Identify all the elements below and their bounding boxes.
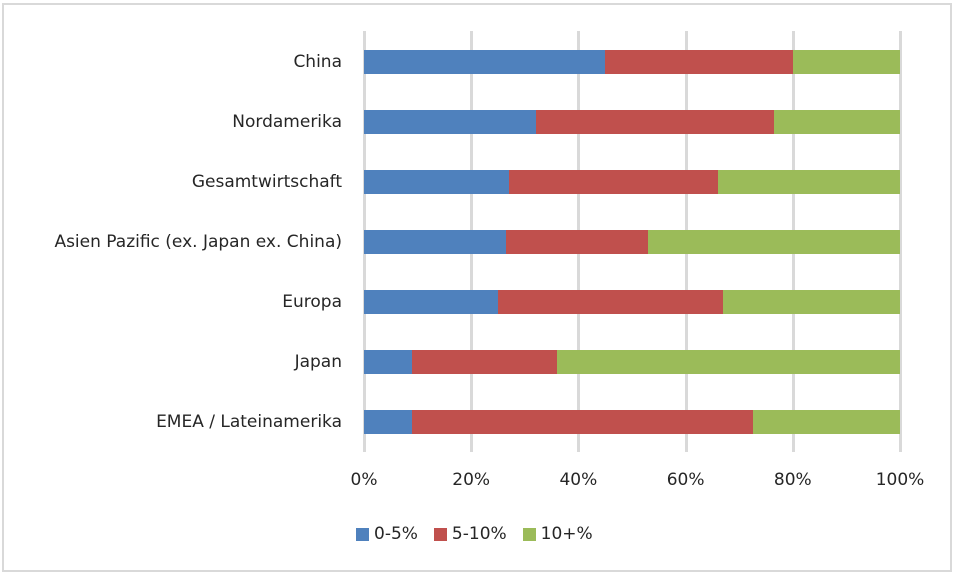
bar-segment-5-10% xyxy=(508,170,718,194)
legend-label: 10+% xyxy=(540,524,593,544)
tick-label: 60% xyxy=(666,470,705,490)
bar-segment-5-10% xyxy=(605,50,793,74)
legend: 0-5% 5-10% 10+% xyxy=(356,524,609,544)
bar-segment-0-5% xyxy=(364,110,536,134)
legend-label: 5-10% xyxy=(451,524,507,544)
bar-segment-10+% xyxy=(648,230,900,254)
tick-label: 80% xyxy=(773,470,812,490)
bar-segment-10+% xyxy=(774,110,900,134)
category-label: Japan xyxy=(294,352,342,372)
bar-segment-5-10% xyxy=(498,290,724,314)
bar-segment-0-5% xyxy=(364,170,509,194)
plot-area xyxy=(363,31,902,452)
legend-swatch-icon xyxy=(433,527,447,541)
bar-row xyxy=(364,110,900,134)
bar-row xyxy=(364,50,900,74)
category-label: EMEA / Lateinamerika xyxy=(156,412,342,432)
bar-segment-0-5% xyxy=(364,230,507,254)
category-label: Gesamtwirtschaft xyxy=(191,172,342,192)
bar-row xyxy=(364,350,900,374)
gridline xyxy=(899,31,902,452)
category-label: Nordamerika xyxy=(232,112,342,132)
legend-label: 0-5% xyxy=(374,524,418,544)
legend-item: 0-5% xyxy=(356,524,418,544)
bar-row xyxy=(364,230,900,254)
bar-segment-5-10% xyxy=(535,110,775,134)
bar-row xyxy=(364,170,900,194)
bar-segment-0-5% xyxy=(364,350,413,374)
bar-segment-0-5% xyxy=(364,410,413,434)
bar-segment-0-5% xyxy=(364,290,498,314)
tick-label: 40% xyxy=(559,470,598,490)
tick-label: 20% xyxy=(452,470,491,490)
legend-item: 5-10% xyxy=(433,524,507,544)
bar-segment-5-10% xyxy=(506,230,649,254)
bar-segment-10+% xyxy=(556,350,900,374)
tick-label: 100% xyxy=(875,470,925,490)
bar-segment-10+% xyxy=(792,50,900,74)
bar-segment-10+% xyxy=(752,410,900,434)
bar-row xyxy=(364,290,900,314)
bar-segment-5-10% xyxy=(412,410,753,434)
bar-segment-10+% xyxy=(723,290,900,314)
bar-segment-5-10% xyxy=(412,350,557,374)
legend-swatch-icon xyxy=(522,527,536,541)
bar-row xyxy=(364,410,900,434)
legend-swatch-icon xyxy=(356,527,369,541)
tick-label: 0% xyxy=(350,470,378,490)
category-label: Asien Pazific (ex. Japan ex. China) xyxy=(54,232,342,252)
legend-item: 10+% xyxy=(522,524,593,544)
bar-segment-10+% xyxy=(717,170,900,194)
category-label: China xyxy=(293,52,342,72)
category-label: Europa xyxy=(282,292,342,312)
bar-segment-0-5% xyxy=(364,50,606,74)
